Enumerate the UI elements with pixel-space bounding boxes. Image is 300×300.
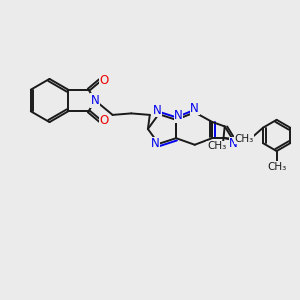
Text: O: O <box>99 74 109 87</box>
Text: N: N <box>190 102 199 115</box>
Text: N: N <box>153 104 162 117</box>
Text: N: N <box>150 137 159 150</box>
Text: O: O <box>99 114 109 128</box>
Text: CH₃: CH₃ <box>207 141 226 151</box>
Text: N: N <box>229 137 238 150</box>
Text: N: N <box>174 110 183 122</box>
Text: N: N <box>91 94 100 107</box>
Text: CH₃: CH₃ <box>235 134 254 144</box>
Text: CH₃: CH₃ <box>267 162 286 172</box>
